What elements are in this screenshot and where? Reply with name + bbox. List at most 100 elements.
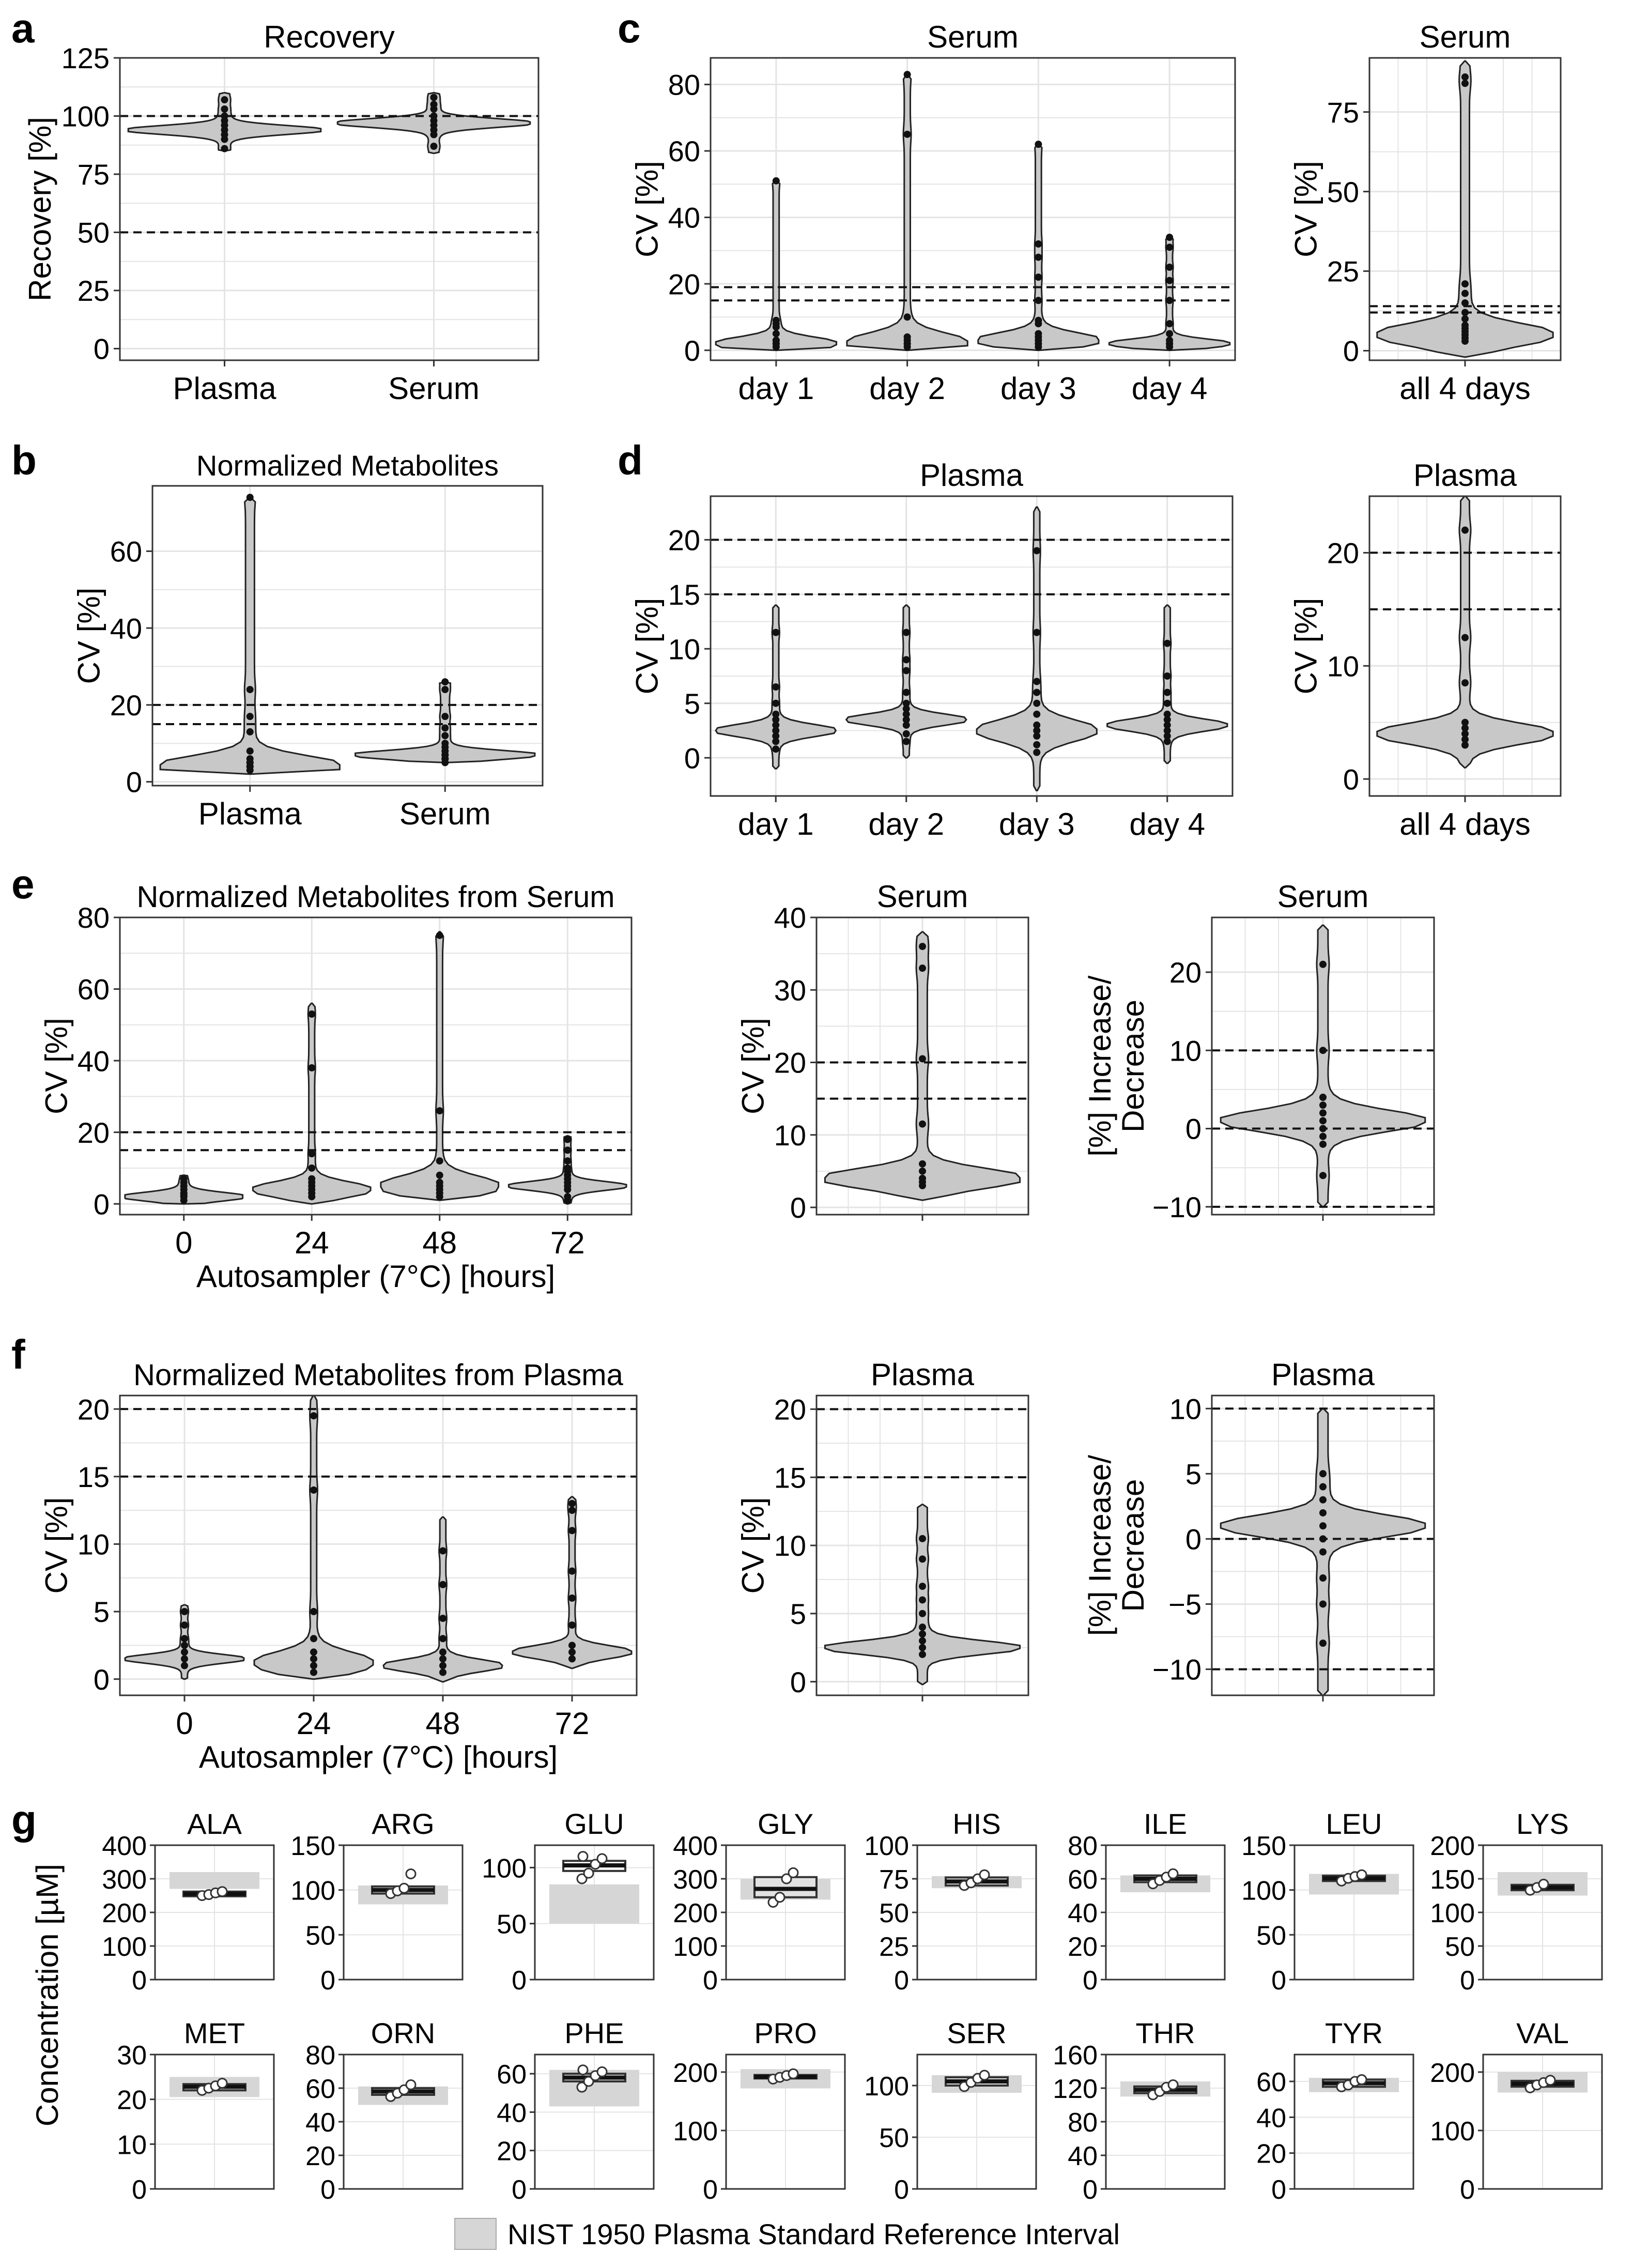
y-tick-label: 50	[1445, 1932, 1475, 1962]
data-point	[181, 1648, 188, 1656]
data-point	[441, 713, 449, 721]
y-tick-label: 40	[1256, 2103, 1286, 2133]
data-point	[564, 1157, 572, 1165]
data-point	[568, 1655, 576, 1663]
data-point	[1033, 727, 1041, 734]
x-tick-label: day 1	[738, 807, 814, 841]
data-point	[576, 1873, 588, 1884]
data-point	[903, 130, 911, 138]
data-point	[772, 683, 780, 691]
chart-e1: 0 20 40 60 80 0 24 48 72 Normalized Metabolites f…	[39, 880, 633, 1294]
data-point	[1461, 315, 1469, 323]
y-tick-label: 25	[1327, 255, 1359, 288]
y-tick-label: 20	[774, 1047, 806, 1079]
violin-Plasma	[824, 1504, 1021, 1685]
y-tick-label: 60	[497, 2060, 527, 2090]
x-tick-label: all 4 days	[1399, 807, 1530, 841]
y-axis-label: CV [%]	[1288, 161, 1323, 257]
y-tick-label: 40	[497, 2098, 527, 2128]
data-point	[310, 1635, 317, 1643]
y-tick-label: 10	[1169, 1034, 1201, 1067]
chart-title: Serum	[877, 879, 968, 914]
data-point	[439, 1655, 446, 1663]
data-point	[217, 1886, 228, 1897]
data-point	[1163, 672, 1171, 680]
y-tick-label: 0	[790, 1666, 806, 1698]
data-point	[919, 1167, 926, 1175]
data-point	[1319, 1548, 1327, 1556]
data-point	[903, 71, 911, 79]
y-tick-label: 40	[668, 202, 700, 234]
y-tick-label: 100	[1430, 2117, 1475, 2147]
chart-title: HIS	[952, 1807, 1000, 1840]
data-point	[1461, 730, 1469, 738]
x-tick-label: 72	[550, 1225, 585, 1260]
chart-title: ALA	[187, 1807, 242, 1840]
chart-c2: 0 25 50 75 all 4 days Serum CV [%]	[1288, 20, 1562, 406]
chart-e2: 0 10 20 30 40 Serum CV [%]	[735, 879, 1029, 1224]
y-tick-label: 5	[790, 1598, 806, 1630]
x-tick-label: 48	[426, 1706, 460, 1741]
chart-g-GLU: 0 50 100 GLU	[482, 1807, 655, 1996]
data-point	[441, 686, 449, 694]
y-tick-label: 60	[305, 2074, 335, 2104]
y-tick-label: 200	[102, 1898, 147, 1928]
data-point	[1167, 1868, 1179, 1879]
data-point	[1319, 1483, 1327, 1491]
data-point	[405, 1868, 417, 1879]
x-tick-label: 0	[175, 1225, 192, 1260]
panel-label-c: c	[618, 5, 641, 51]
data-point	[1167, 2079, 1179, 2090]
chart-title: ILE	[1144, 1807, 1187, 1840]
data-point	[1461, 80, 1469, 87]
y-tick-label: 20	[668, 524, 700, 557]
data-point	[1035, 141, 1042, 148]
plot-background	[711, 58, 1235, 360]
data-point	[583, 1867, 594, 1879]
y-tick-label: 0	[132, 1966, 147, 1996]
data-point	[1163, 727, 1171, 734]
data-point	[919, 1596, 926, 1604]
data-point	[919, 1623, 926, 1631]
y-tick-label: 60	[1068, 1865, 1098, 1895]
chart-title: MET	[184, 2017, 245, 2049]
x-tick-label: all 4 days	[1399, 371, 1530, 406]
plot-frame	[1293, 2054, 1414, 2190]
y-tick-label: 300	[673, 1865, 718, 1895]
data-point	[1461, 679, 1469, 687]
chart-title: Normalized Metabolites	[196, 449, 499, 482]
violin-72	[512, 1496, 633, 1669]
violin-day 2	[845, 604, 967, 759]
y-tick-label: 50	[305, 1921, 335, 1951]
data-point	[310, 1608, 317, 1616]
chart-title: PRO	[754, 2017, 816, 2049]
chart-g-SER: 0 50 100 SER	[864, 2017, 1037, 2205]
data-point	[772, 336, 780, 344]
data-point	[308, 1010, 316, 1018]
plot-frame	[119, 916, 633, 1216]
y-tick-label: 60	[78, 973, 110, 1006]
y-tick-label: 300	[102, 1865, 147, 1895]
x-tick-label: Serum	[388, 371, 480, 406]
y-tick-label: 100	[673, 1932, 718, 1962]
y-tick-label: 150	[1241, 1831, 1286, 1861]
y-tick-label: 20	[78, 1393, 110, 1426]
y-tick-label: 200	[1430, 2058, 1475, 2088]
plot-frame	[725, 2054, 846, 2190]
y-tick-label: 80	[78, 901, 110, 934]
y-tick-label: 100	[290, 1876, 335, 1906]
y-tick-label: 125	[61, 42, 110, 74]
y-tick-label: 75	[1327, 96, 1359, 129]
x-tick-label: day 2	[868, 807, 944, 841]
y-tick-label: 20	[1327, 537, 1359, 570]
data-point	[919, 1160, 926, 1168]
data-point	[919, 1644, 926, 1651]
plot-frame	[1293, 1844, 1414, 1981]
data-point	[1356, 1869, 1367, 1880]
y-tick-label: 150	[290, 1831, 335, 1861]
chart-g-ARG: 0 50 100 150 ARG	[290, 1807, 464, 1996]
y-tick-label: 0	[703, 2175, 718, 2205]
x-tick-label: Plasma	[173, 371, 276, 406]
violin-day 4	[1106, 604, 1228, 764]
y-tick-label: 15	[668, 578, 700, 611]
